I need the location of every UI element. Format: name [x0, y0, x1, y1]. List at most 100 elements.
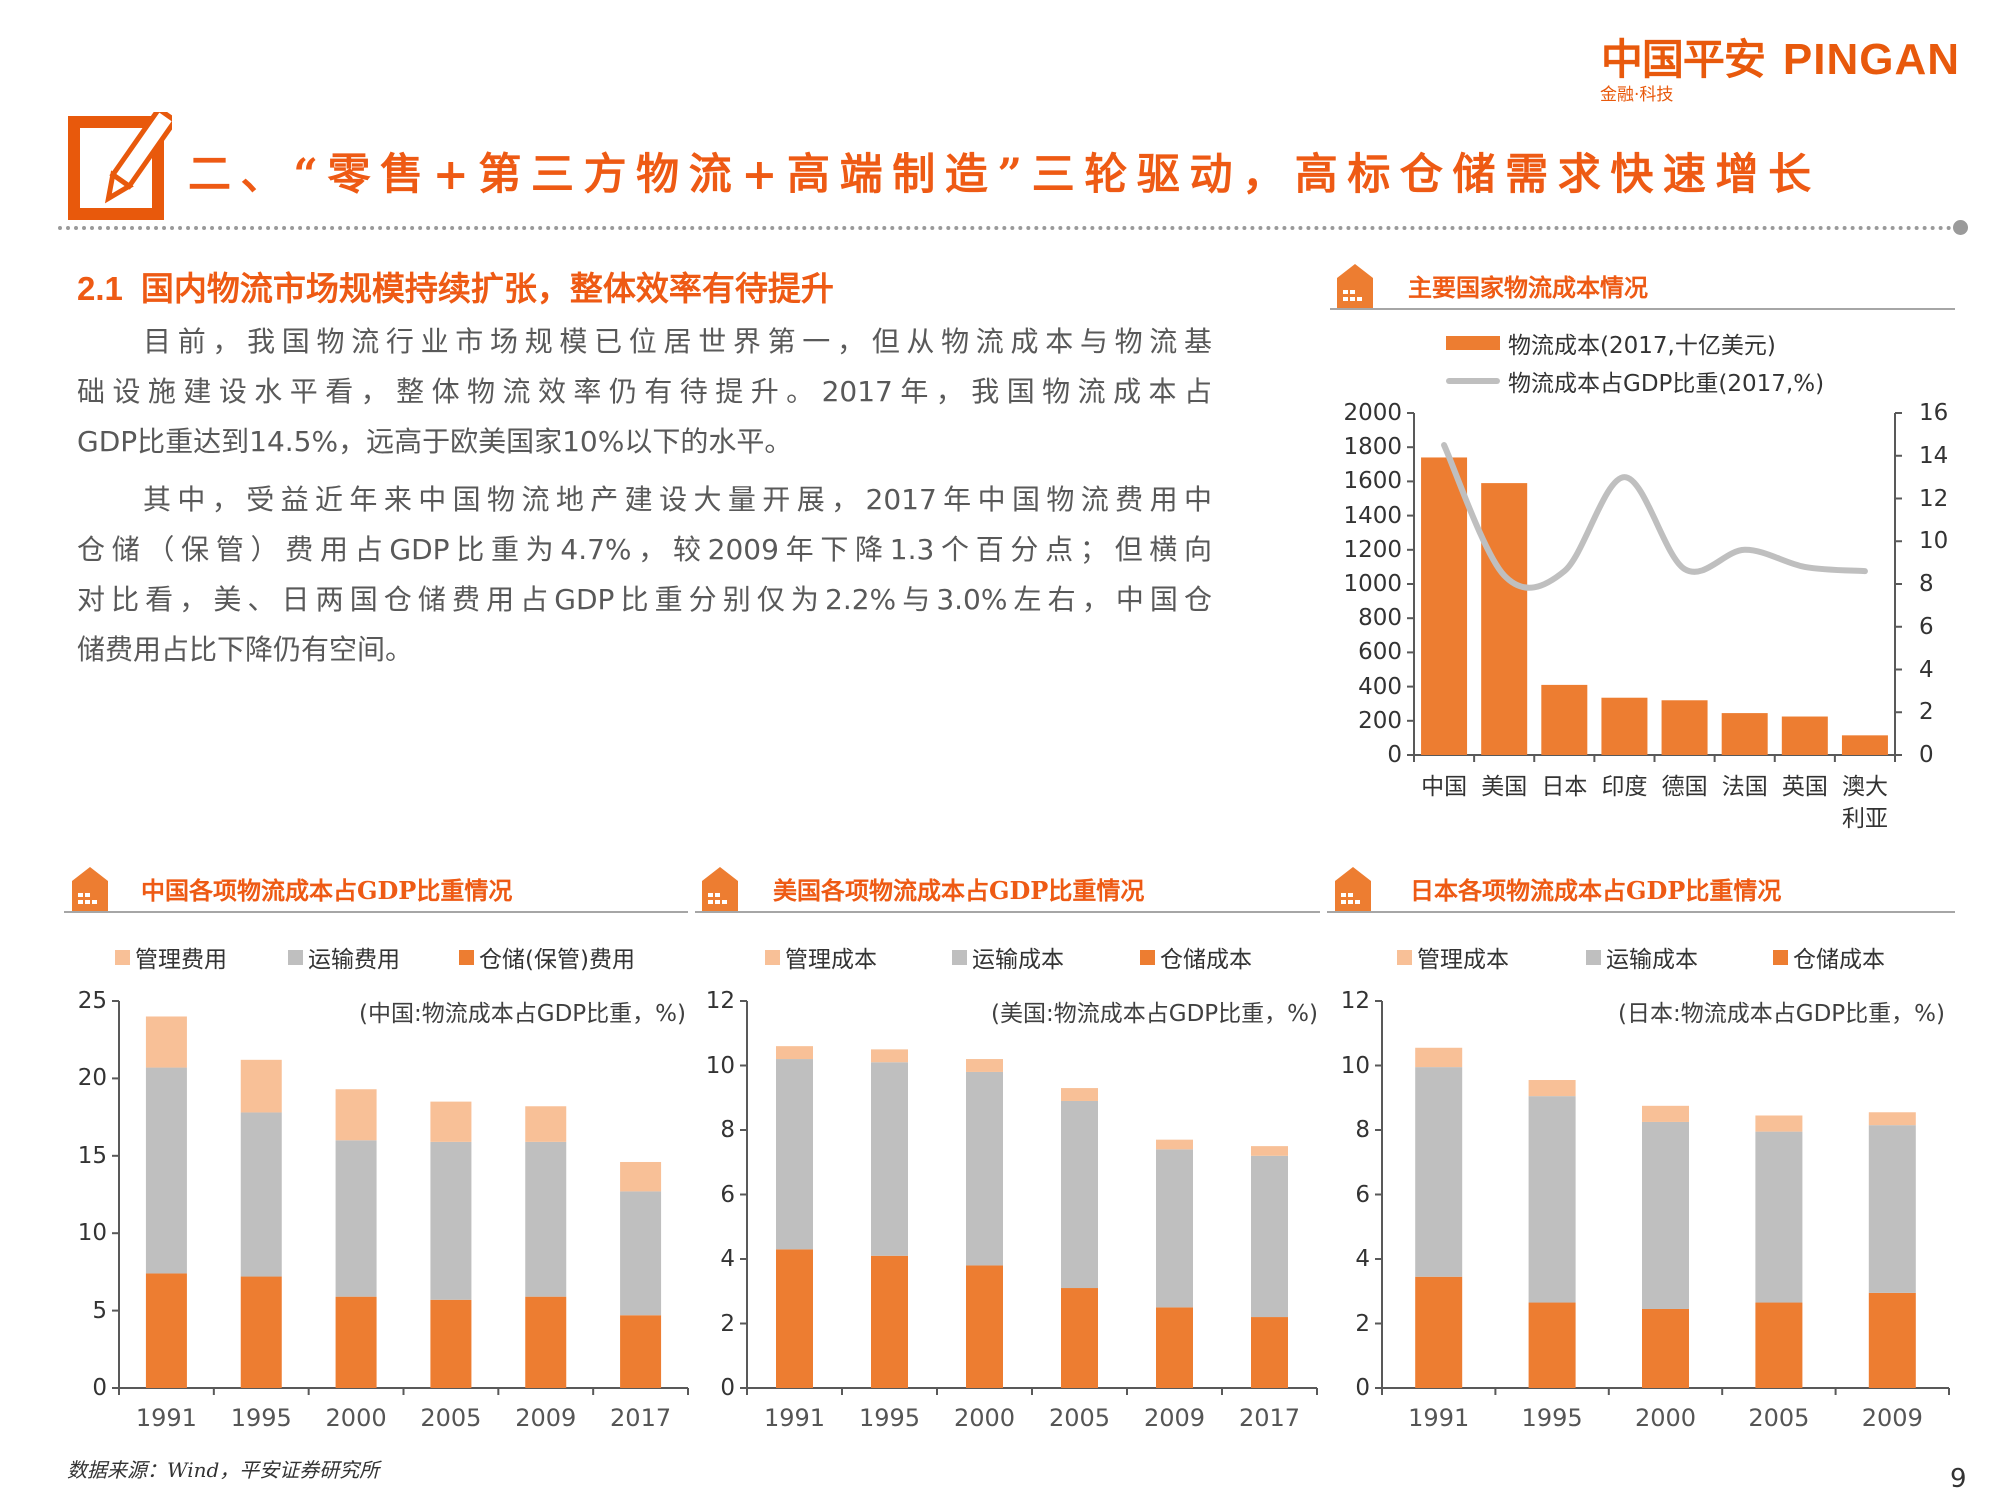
- warehouse-icon: [1337, 264, 1373, 308]
- x-year-label: 2009: [1861, 1404, 1923, 1432]
- y-tick-label: 15: [77, 1142, 107, 1169]
- y-tick-label: 200: [1358, 707, 1402, 734]
- chart-title-usa: 美国各项物流成本占GDP比重情况: [773, 876, 1145, 905]
- y-tick-label: 1000: [1343, 571, 1402, 597]
- legend-label: 物流成本占GDP比重(2017,%): [1508, 371, 1825, 397]
- x-year-label: 2005: [1048, 1404, 1111, 1432]
- x-category-label: 德国: [1661, 774, 1708, 800]
- y2-tick-label: 16: [1919, 400, 1949, 426]
- y-tick-label: 600: [1358, 639, 1402, 666]
- y-tick-label: 2000: [1343, 400, 1402, 426]
- chart-header-underline: [64, 911, 688, 913]
- bar-德国: [1661, 700, 1708, 755]
- y-tick-label: 800: [1358, 605, 1402, 632]
- chart-annotation: (美国:物流成本占GDP比重，%): [991, 1001, 1318, 1027]
- x-year-label: 2009: [515, 1404, 577, 1432]
- bar-segment-2005-仓储成本: [1755, 1302, 1803, 1388]
- chart-header-underline: [695, 911, 1320, 913]
- bar-segment-2005-运输费用: [430, 1141, 472, 1300]
- body-text: 目前，我国物流行业市场规模已位居世界第一，但从物流成本与物流基 础设施建设水平看…: [77, 317, 1212, 683]
- bar-segment-2017-仓储(保管)费用: [620, 1315, 662, 1388]
- y-tick-label: 5: [92, 1297, 107, 1324]
- x-year-label: 2000: [325, 1404, 387, 1432]
- bar-segment-2009-运输成本: [1156, 1149, 1193, 1308]
- x-year-label: 2017: [610, 1404, 672, 1432]
- y-tick-label: 0: [1355, 1375, 1370, 1401]
- bar-日本: [1541, 684, 1588, 755]
- bar-segment-2009-运输成本: [1868, 1125, 1916, 1293]
- page-number: 9: [1950, 1464, 1967, 1494]
- bar-segment-2009-仓储(保管)费用: [525, 1296, 567, 1388]
- legend-swatch: [115, 949, 130, 965]
- bar-segment-2000-仓储(保管)费用: [335, 1296, 377, 1388]
- legend-bar-swatch: [1446, 336, 1500, 350]
- page-title: 二、“零售+第三方物流+高端制造”三轮驱动，高标仓储需求快速增长: [188, 150, 1821, 200]
- legend-line-gdp-share: 物流成本占GDP比重(2017,%): [1446, 364, 1824, 398]
- bar-segment-1991-管理成本: [776, 1046, 813, 1060]
- gdp-share-line: [1441, 442, 1868, 591]
- legend-label: 仓储成本: [1793, 947, 1885, 973]
- x-category-label: 英国: [1781, 774, 1828, 800]
- y2-tick-label: 6: [1919, 613, 1934, 640]
- bar-segment-1991-运输成本: [776, 1059, 813, 1250]
- bar-segment-2000-管理成本: [966, 1059, 1003, 1072]
- paragraph-1: 目前，我国物流行业市场规模已位居世界第一，但从物流成本与物流基 础设施建设水平看…: [77, 317, 1212, 467]
- x-category-label: 日本: [1541, 774, 1588, 800]
- warehouse-icon: [72, 867, 108, 911]
- y-tick-label: 6: [720, 1181, 735, 1208]
- legend-swatch: [1140, 949, 1155, 965]
- bar-segment-1995-管理成本: [1528, 1080, 1576, 1097]
- data-source-note: 数据来源：Wind，平安证券研究所: [67, 1458, 380, 1482]
- y2-tick-label: 2: [1919, 699, 1934, 726]
- text-line: 础设施建设水平看，整体物流效率仍有待提升。2017年，我国物流成本占: [77, 375, 1212, 408]
- legend-swatch: [1586, 949, 1601, 965]
- x-year-label: 2017: [1238, 1404, 1301, 1432]
- bar-segment-2000-仓储成本: [1642, 1308, 1689, 1388]
- section-title: 国内物流市场规模持续扩张，整体效率有待提升: [140, 269, 834, 308]
- legend-label: 仓储(保管)费用: [479, 947, 635, 973]
- text-line: 其中，受益近年来中国物流地产建设大量开展，2017年中国物流费用中: [143, 483, 1212, 516]
- y2-tick-label: 10: [1919, 528, 1949, 555]
- y2-tick-label: 14: [1919, 442, 1949, 469]
- bar-segment-2005-运输成本: [1755, 1131, 1803, 1303]
- bar-segment-1991-管理成本: [1415, 1047, 1463, 1068]
- x-year-label: 2005: [420, 1404, 482, 1432]
- bar-segment-1991-仓储成本: [776, 1249, 813, 1388]
- legend-transport: 运输费用: [288, 940, 400, 974]
- legend-label: 运输成本: [972, 947, 1064, 973]
- bar-中国: [1421, 457, 1468, 755]
- x-year-label: 1991: [763, 1404, 826, 1432]
- bar-segment-2009-管理成本: [1868, 1112, 1916, 1126]
- bar-segment-2005-仓储成本: [1061, 1288, 1098, 1388]
- bar-segment-2000-运输费用: [335, 1140, 377, 1297]
- legend-storage: 仓储成本: [1140, 940, 1252, 974]
- legend-label: 运输费用: [308, 947, 400, 973]
- y-tick-label: 0: [1387, 742, 1402, 768]
- legend-transport: 运输成本: [1586, 940, 1698, 974]
- text-line: 目前，我国物流行业市场规模已位居世界第一，但从物流成本与物流基: [143, 325, 1212, 358]
- bar-segment-1991-仓储(保管)费用: [145, 1273, 187, 1388]
- y-tick-label: 12: [1340, 988, 1370, 1014]
- chart-1: [112, 1000, 689, 1395]
- legend-storage: 仓储成本: [1773, 940, 1885, 974]
- legend-line-swatch: [1446, 378, 1500, 384]
- text-line: 仓储（保管）费用占GDP比重为4.7%，较2009年下降1.3个百分点；但横向: [77, 533, 1212, 566]
- chart-annotation: (中国:物流成本占GDP比重，%): [359, 1001, 686, 1027]
- y-tick-label: 0: [92, 1375, 107, 1401]
- y-tick-label: 25: [77, 988, 107, 1014]
- y-tick-label: 20: [77, 1065, 107, 1092]
- bar-segment-2009-仓储成本: [1156, 1307, 1193, 1388]
- legend-swatch: [1397, 949, 1412, 965]
- x-year-label: 2009: [1143, 1404, 1206, 1432]
- bar-segment-2005-管理费用: [430, 1101, 472, 1142]
- legend-label: 管理成本: [785, 947, 877, 973]
- legend-management: 管理成本: [765, 940, 877, 974]
- chart-0: [1407, 412, 1902, 762]
- title-divider: [58, 226, 1953, 230]
- y-tick-label: 10: [1340, 1052, 1370, 1079]
- y-tick-label: 400: [1358, 673, 1402, 700]
- bar-segment-2017-仓储成本: [1251, 1317, 1288, 1388]
- y-tick-label: 8: [720, 1117, 735, 1143]
- paragraph-2: 其中，受益近年来中国物流地产建设大量开展，2017年中国物流费用中 仓储（保管）…: [77, 475, 1212, 675]
- logo-brand-en: PINGAN: [1782, 35, 1960, 84]
